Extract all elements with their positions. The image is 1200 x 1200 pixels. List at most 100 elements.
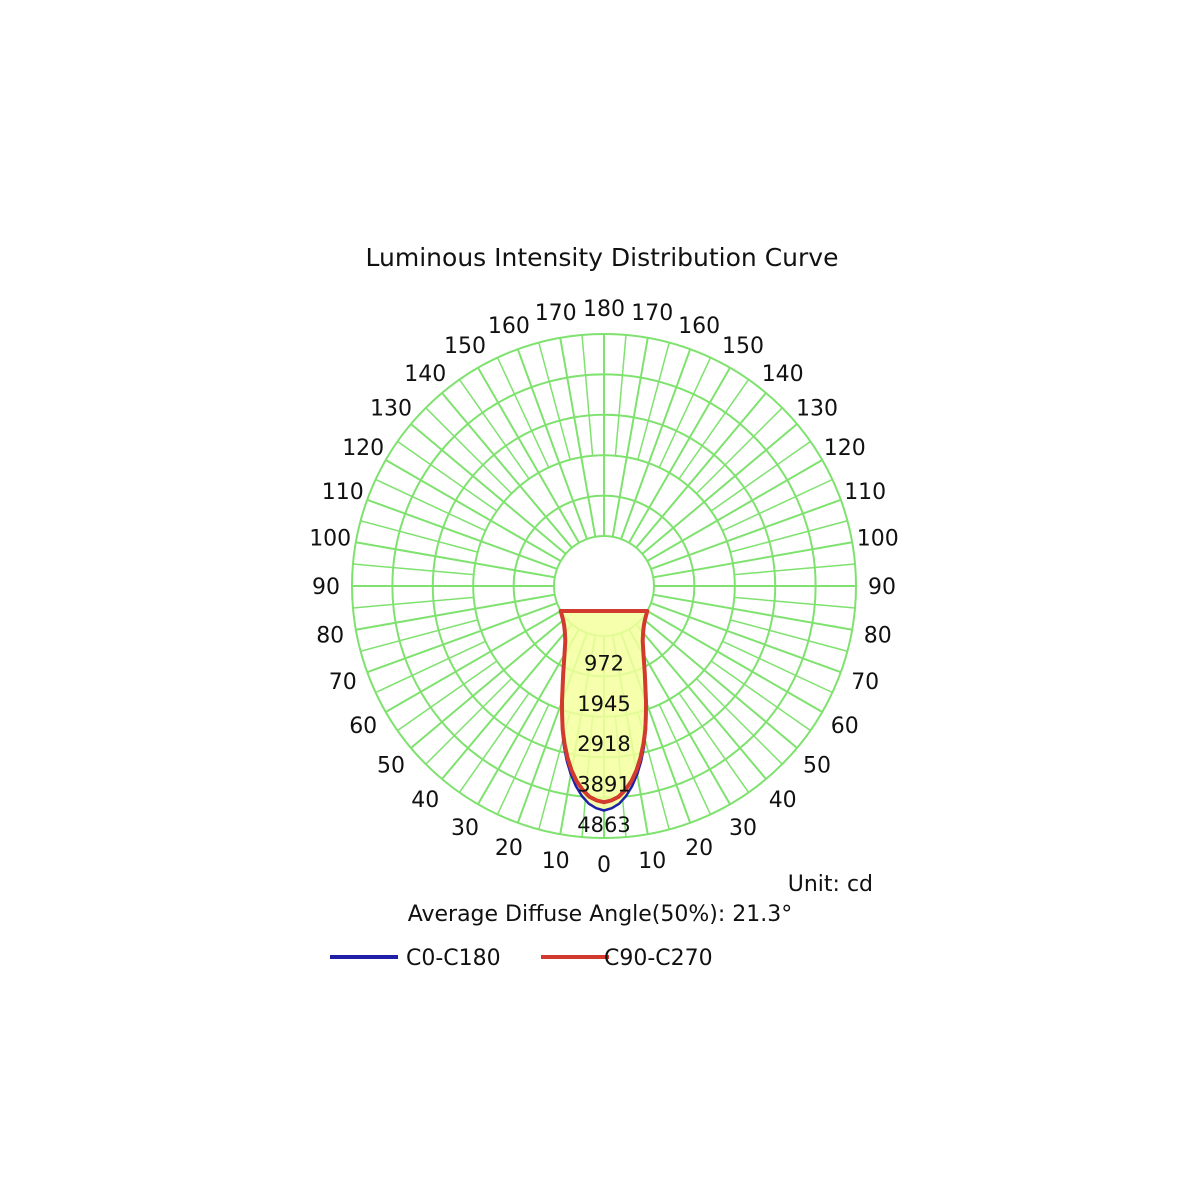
angle-label-left: 150 — [444, 334, 486, 359]
angle-label-bottom: 0 — [597, 853, 611, 878]
grid-spoke-minor — [496, 357, 550, 468]
grid-spoke — [653, 541, 853, 579]
grid-spoke — [650, 602, 842, 674]
grid-spoke-minor — [538, 342, 571, 460]
angle-label-right: 110 — [844, 480, 886, 505]
angle-label-left: 110 — [322, 480, 364, 505]
average-diffuse-angle: Average Diffuse Angle(50%): 21.3° — [408, 902, 793, 927]
grid-spoke-minor — [614, 334, 627, 456]
grid-spoke — [366, 498, 558, 570]
grid-spoke — [646, 459, 823, 562]
grid-spoke-minor — [730, 520, 848, 553]
grid-spoke-minor — [458, 379, 530, 480]
grid-spoke-minor — [425, 407, 513, 495]
angle-label-top: 180 — [583, 297, 625, 322]
grid-spoke — [628, 367, 731, 544]
angle-label-right: 140 — [762, 362, 804, 387]
angle-label-left: 30 — [451, 816, 479, 841]
grid-spoke — [611, 337, 649, 537]
angle-label-left: 80 — [316, 623, 344, 648]
grid-spoke — [516, 348, 588, 540]
grid-spoke-minor — [658, 357, 712, 468]
grid-spoke-minor — [678, 379, 750, 480]
angle-label-right: 80 — [864, 623, 892, 648]
grid-spoke — [385, 459, 562, 562]
grid-spoke-minor — [734, 596, 856, 609]
angle-label-left: 170 — [535, 301, 577, 326]
grid-spoke — [410, 423, 567, 555]
grid-spoke — [355, 593, 555, 631]
grid-spoke — [628, 628, 731, 805]
grid-spoke-minor — [695, 407, 783, 495]
grid-spoke — [646, 610, 823, 713]
grid-spoke — [441, 623, 573, 780]
angle-label-left: 160 — [488, 314, 530, 339]
angle-label-right: 10 — [638, 849, 666, 874]
grid-spoke — [559, 337, 597, 537]
grid-spoke — [441, 392, 573, 549]
angle-label-left: 60 — [349, 714, 377, 739]
legend: C0-C180 C90-C270 — [330, 946, 713, 971]
angle-label-right: 50 — [803, 754, 831, 779]
grid-spoke — [385, 610, 562, 713]
radial-tick-label: 2918 — [577, 732, 630, 756]
series-curve-c90-c270 — [558, 609, 650, 805]
angle-label-right: 170 — [631, 301, 673, 326]
grid-spoke-minor — [695, 677, 783, 765]
grid-spoke-minor — [360, 520, 478, 553]
radial-tick-label: 972 — [584, 651, 624, 675]
grid-spoke-minor — [352, 596, 474, 609]
grid-spoke-minor — [352, 563, 474, 576]
angle-label-left: 40 — [411, 788, 439, 813]
legend-label-c0-c180: C0-C180 — [406, 946, 501, 971]
legend-label-c90-c270: C90-C270 — [604, 946, 713, 971]
radial-tick-label: 3891 — [577, 773, 630, 797]
grid-spoke-minor — [397, 660, 498, 732]
angle-label-right: 160 — [678, 314, 720, 339]
angle-label-right: 130 — [796, 396, 838, 421]
grid-spoke-minor — [678, 692, 750, 793]
grid-spoke — [620, 348, 692, 540]
angle-label-right: 30 — [729, 816, 757, 841]
angle-label-right: 70 — [851, 670, 879, 695]
grid-spoke-minor — [581, 334, 594, 456]
grid-spoke — [477, 628, 580, 805]
angle-label-left: 20 — [495, 836, 523, 861]
grid-spoke-minor — [722, 640, 833, 694]
radial-tick-label: 1945 — [577, 692, 630, 716]
grid-spoke — [366, 602, 558, 674]
grid-spoke — [641, 617, 798, 749]
angle-label-left: 120 — [342, 436, 384, 461]
angle-label-left: 90 — [312, 575, 340, 600]
angle-label-right: 40 — [769, 788, 797, 813]
grid-spoke — [641, 423, 798, 555]
grid-spoke-minor — [722, 478, 833, 532]
curve-fills — [560, 611, 648, 811]
angle-label-right: 90 — [868, 575, 896, 600]
angle-label-left: 50 — [377, 754, 405, 779]
angle-label-right: 20 — [685, 836, 713, 861]
grid-spoke-minor — [734, 563, 856, 576]
angle-label-left: 130 — [370, 396, 412, 421]
angle-label-left: 10 — [542, 849, 570, 874]
grid-spoke — [635, 623, 767, 780]
angle-label-right: 120 — [824, 436, 866, 461]
grid-spoke — [477, 367, 580, 544]
curve-fill-c0-c180 — [560, 611, 648, 811]
grid-spoke-minor — [397, 440, 498, 512]
grid-spoke-minor — [425, 677, 513, 765]
grid-spoke-minor — [375, 478, 486, 532]
grid-spoke-minor — [710, 660, 811, 732]
angle-label-right: 150 — [722, 334, 764, 359]
angle-label-left: 70 — [329, 670, 357, 695]
grid-spoke-minor — [658, 704, 712, 815]
curves — [558, 609, 650, 812]
grid-spoke — [653, 593, 853, 631]
angle-labels: 0180102030405060708090100110120130140150… — [309, 297, 899, 878]
angle-label-right: 100 — [857, 527, 899, 552]
unit-label: Unit: cd — [788, 872, 873, 897]
grid-spoke-minor — [496, 704, 550, 815]
grid-spoke — [650, 498, 842, 570]
angle-label-left: 140 — [404, 362, 446, 387]
